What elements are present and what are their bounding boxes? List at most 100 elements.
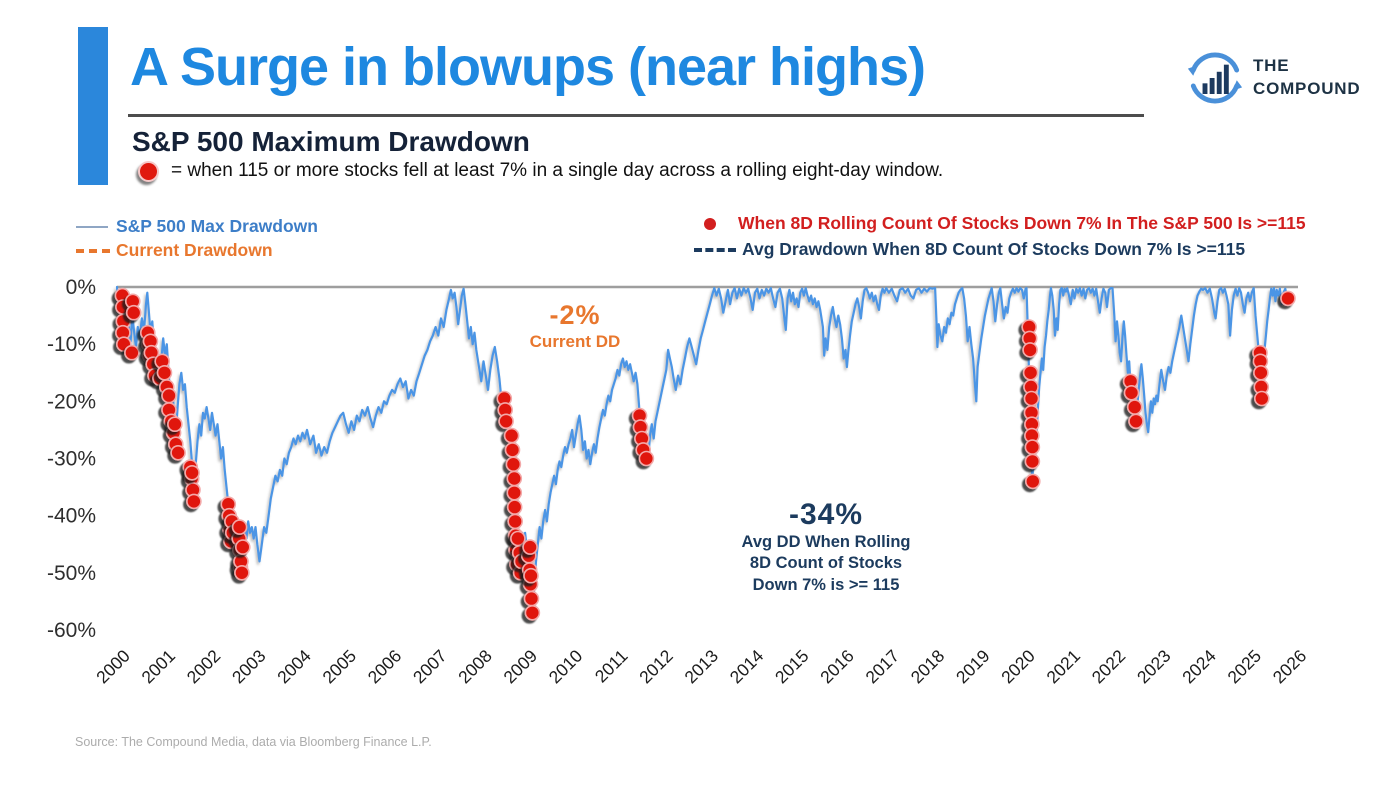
x-tick-label: 2010 [545, 646, 587, 688]
x-tick-label: 2016 [816, 646, 858, 688]
legend-event-dots: When 8D Rolling Count Of Stocks Down 7% … [704, 213, 1306, 234]
logo-line1: THE [1253, 56, 1290, 76]
legend-event-dots-label: When 8D Rolling Count Of Stocks Down 7% … [738, 213, 1306, 233]
dot-definition-row: = when 115 or more stocks fell at least … [138, 160, 943, 182]
event-dot [1126, 399, 1143, 415]
y-tick-label: -50% [47, 562, 96, 585]
event-dot [506, 499, 523, 515]
event-dot [505, 456, 522, 472]
legend-avg-drawdown: Avg Drawdown When 8D Count Of Stocks Dow… [694, 239, 1245, 260]
event-dot [124, 344, 140, 361]
x-tick-label: 2025 [1223, 646, 1265, 688]
event-dot [522, 539, 538, 555]
event-dot [1022, 342, 1038, 358]
event-dot [524, 604, 541, 621]
event-dot [1123, 385, 1140, 401]
accent-bar [78, 27, 108, 185]
x-tick-label: 2001 [137, 646, 179, 688]
x-tick-label: 2026 [1269, 646, 1311, 688]
event-dot [170, 445, 186, 461]
event-dot [1022, 365, 1039, 381]
event-dot [506, 470, 523, 487]
event-dot [1024, 439, 1041, 455]
event-dot [235, 539, 251, 555]
event-dot [507, 513, 524, 530]
x-tick-label: 2015 [771, 646, 813, 688]
event-dot [638, 450, 655, 467]
x-tick-label: 2003 [228, 646, 270, 688]
x-tick-label: 2006 [364, 646, 406, 688]
dot-definition-text: = when 115 or more stocks fell at least … [171, 160, 944, 181]
event-dot [161, 387, 177, 404]
event-dot [523, 590, 540, 607]
legend-sp500-label: S&P 500 Max Drawdown [116, 216, 318, 236]
y-tick-label: -30% [47, 448, 96, 471]
legend-avg-label: Avg Drawdown When 8D Count Of Stocks Dow… [742, 239, 1246, 259]
x-tick-label: 2024 [1178, 646, 1220, 688]
x-tick-label: 2011 [591, 646, 632, 687]
avg-dd-annotation: -34% Avg DD When Rolling 8D Count of Sto… [726, 498, 926, 596]
the-compound-logo: THE COMPOUND [1183, 46, 1360, 110]
legend-sp500-max-drawdown: S&P 500 Max Drawdown [76, 216, 318, 237]
event-dot [125, 304, 142, 321]
avg-dd-line2: 8D Count of Stocks [749, 554, 903, 573]
logo-line2: COMPOUND [1253, 79, 1361, 98]
x-tick-label: 2023 [1133, 646, 1175, 688]
event-dot [184, 465, 200, 481]
event-dot [503, 427, 520, 444]
y-tick-label: -40% [47, 505, 96, 528]
legend-current-label: Current Drawdown [116, 240, 273, 260]
event-dot [510, 530, 526, 547]
event-dot [504, 442, 521, 458]
chart-subtitle: S&P 500 Maximum Drawdown [132, 126, 530, 157]
x-tick-label: 2000 [92, 646, 134, 688]
navy-dash-swatch-icon [694, 247, 736, 252]
event-dot [156, 365, 173, 381]
x-tick-label: 2017 [861, 646, 903, 688]
x-tick-label: 2009 [499, 646, 541, 688]
current-dd-annotation: -2% Current DD [485, 300, 665, 352]
logo-wordmark: THE COMPOUND [1253, 55, 1360, 101]
event-dot [1025, 473, 1041, 490]
y-tick-label: -60% [47, 619, 96, 642]
red-event-dot-icon [138, 160, 159, 182]
current-dd-label: Current DD [529, 332, 621, 351]
event-dot [1280, 290, 1296, 307]
x-tick-label: 2021 [1042, 646, 1084, 688]
x-tick-label: 2002 [183, 646, 225, 688]
red-dot-swatch-icon [704, 217, 716, 230]
chart-svg: 0%-10%-20%-30%-40%-50%-60%2000 2001 2002 20… [47, 276, 1311, 688]
source-note: Source: The Compound Media, data via Blo… [75, 735, 432, 749]
event-dot [1253, 365, 1269, 381]
x-tick-label: 2014 [726, 646, 768, 688]
x-tick-label: 2019 [952, 646, 994, 688]
x-tick-label: 2022 [1088, 646, 1130, 688]
event-dot [1024, 453, 1041, 470]
x-tick-label: 2004 [273, 646, 315, 688]
x-tick-label: 2005 [318, 646, 360, 688]
avg-dd-value: -34% [788, 498, 864, 531]
page-title: A Surge in blowups (near highs) [130, 37, 926, 97]
drawdown-line [115, 285, 1291, 614]
x-tick-label: 2007 [409, 646, 451, 688]
x-tick-label: 2013 [680, 646, 722, 688]
x-tick-label: 2020 [997, 646, 1039, 688]
event-dot [231, 519, 248, 535]
title-underline [128, 114, 1144, 117]
event-dot [1128, 413, 1144, 430]
event-dot [1254, 390, 1270, 407]
current-dd-value: -2% [549, 300, 601, 330]
x-tick-label: 2018 [907, 646, 949, 688]
avg-dd-line3: Down 7% is >= 115 [752, 575, 900, 594]
x-tick-label: 2008 [454, 646, 496, 688]
compound-logo-icon [1187, 52, 1243, 104]
avg-dd-line1: Avg DD When Rolling [741, 533, 911, 551]
y-tick-label: -20% [47, 390, 96, 413]
orange-dash-swatch-icon [76, 248, 110, 253]
event-dot [1023, 390, 1040, 407]
event-dot [167, 416, 183, 432]
event-dot [506, 485, 523, 501]
x-tick-label: 2012 [635, 646, 677, 688]
legend-current-drawdown: Current Drawdown [76, 240, 273, 261]
event-dot [234, 564, 250, 581]
